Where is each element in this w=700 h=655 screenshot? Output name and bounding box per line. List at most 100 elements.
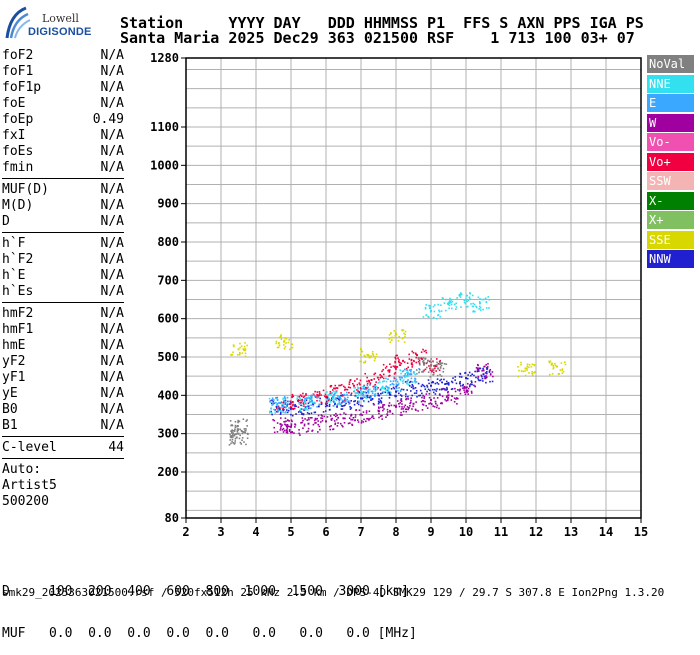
echo-dot [276,408,279,411]
echo-dot [350,392,353,395]
echo-dot [365,410,368,412]
echo-dot [479,298,481,300]
echo-dot [244,348,247,350]
echo-dot [243,348,245,350]
echo-dot [276,406,279,408]
echo-dot [312,401,314,404]
echo-dot [436,364,438,366]
param-divider [2,458,124,459]
echo-dot [526,365,529,368]
echo-dot [287,425,290,428]
echo-dot [385,365,388,368]
echo-dot [526,363,529,366]
echo-dot [469,384,471,386]
echo-dot [294,403,296,406]
echo-dot [394,380,397,382]
echo-dot [329,392,332,395]
param-row: C-level 44 [2,440,124,456]
echo-dot [374,389,377,392]
echo-dot [371,416,373,419]
echo-dot [447,391,449,394]
param-name: hmE [2,338,26,353]
echo-dot [418,361,421,363]
echo-dot [394,371,397,374]
data-point [465,298,467,301]
echo-dot [359,387,362,389]
echo-dot [416,395,418,398]
echo-dot [357,403,360,406]
echo-dot [299,408,302,410]
echo-dot [339,397,341,400]
echo-dot [395,385,397,388]
echo-dot [310,407,312,409]
param-value: N/A [100,418,124,433]
echo-dot [402,410,405,413]
echo-dot [320,417,322,419]
param-value: N/A [100,370,124,385]
echo-dot [454,379,456,381]
echo-dot [236,428,239,430]
echo-dot [427,315,429,318]
echo-dot [232,351,234,354]
echo-dot [367,400,370,403]
echo-dot [418,394,420,397]
echo-dot [348,403,350,405]
echo-dot [432,391,435,394]
echo-dot [346,399,349,401]
echo-dot [422,360,424,363]
echo-dot [475,305,477,308]
echo-dot [286,432,289,434]
echo-dot [302,396,305,399]
echo-dot [373,378,376,380]
echo-dot [284,401,286,404]
echo-dot [329,385,332,387]
echo-dot [448,300,451,302]
echo-dot [447,396,450,399]
echo-dot [451,395,453,397]
echo-dot [342,394,345,397]
echo-dot [437,314,440,316]
echo-dot [408,358,411,360]
echo-dot [229,420,232,422]
echo-dot [339,413,342,416]
echo-dot [338,403,340,405]
echo-dot [384,367,387,369]
echo-dot [443,302,446,304]
echo-dot [410,399,412,402]
echo-dot [430,368,432,371]
echo-dot [286,405,288,407]
echo-dot [466,377,469,380]
echo-dot [269,400,272,402]
echo-dot [393,377,396,380]
echo-dot [367,417,369,420]
echo-dot [449,297,451,300]
echo-dot [363,418,365,421]
data-point [304,401,306,404]
echo-dot [336,403,339,406]
echo-dot [271,412,273,414]
echo-dot [283,339,286,342]
echo-dot [304,418,306,420]
echo-dot [341,399,344,402]
echo-dot [418,357,420,359]
echo-dot [364,391,366,394]
echo-dot [385,416,387,418]
echo-dot [329,399,332,401]
echo-dot [243,428,246,430]
echo-dot [471,383,473,386]
echo-dot [560,362,563,364]
echo-dot [471,294,474,297]
echo-dot [443,388,446,390]
echo-dot [241,439,243,442]
echo-dot [334,398,336,400]
echo-dot [360,388,362,390]
echo-dot [414,408,417,411]
echo-dot [488,298,491,301]
echo-dot [425,393,428,395]
echo-dot [418,371,420,374]
echo-dot [333,420,336,422]
echo-dot [380,375,383,377]
echo-dot [564,361,566,364]
echo-dot [402,382,404,385]
echo-dot [477,377,479,379]
